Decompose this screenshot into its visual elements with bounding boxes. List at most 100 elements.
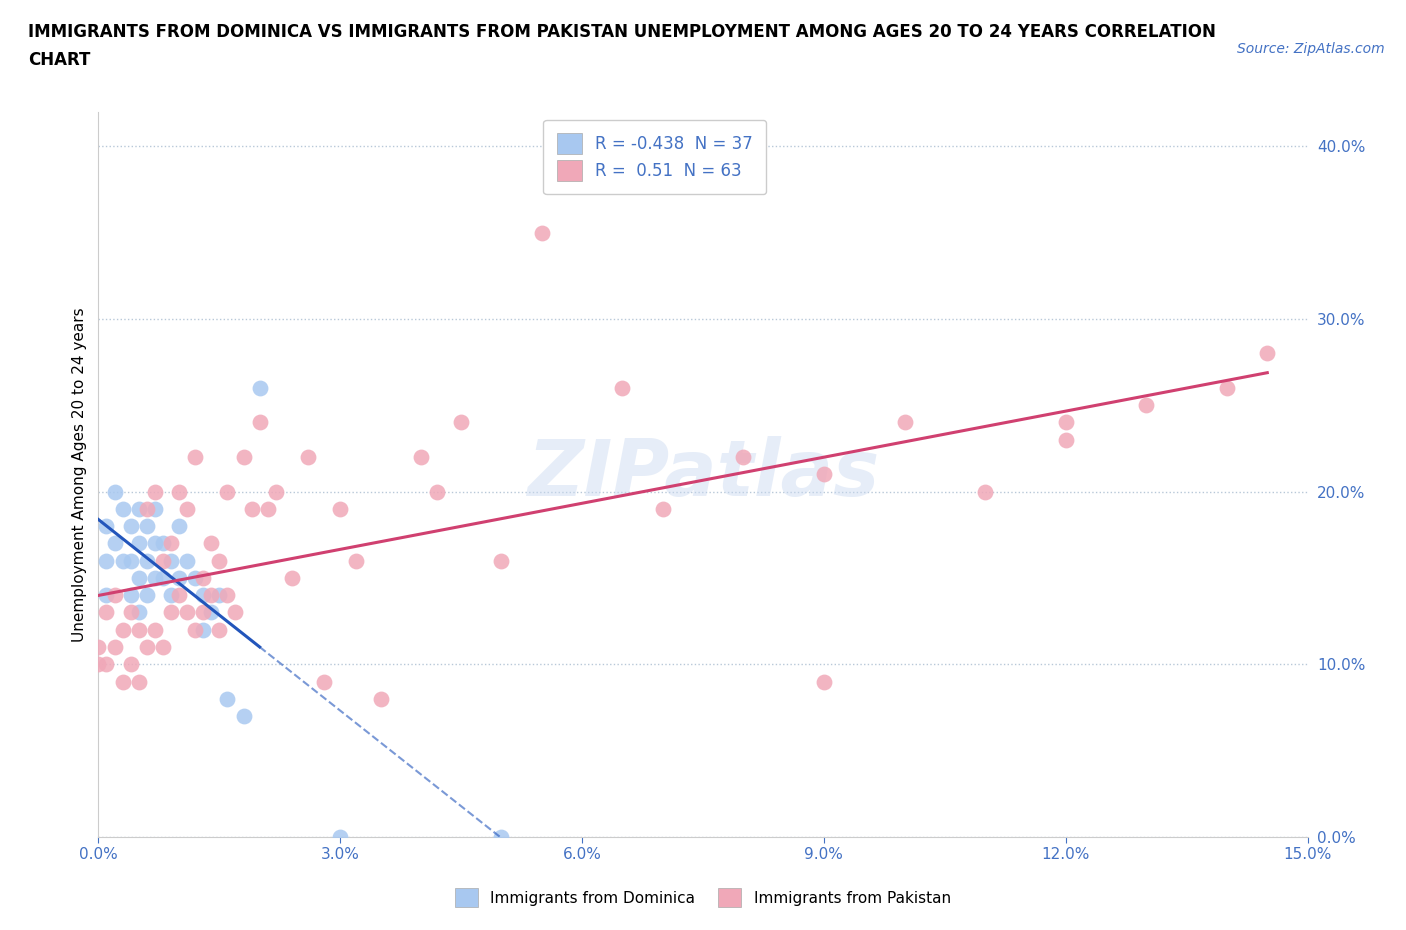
Point (208, 588, 231, 603)
Point (232, 709, 254, 724)
Y-axis label: Unemployment Among Ages 20 to 24 years: Unemployment Among Ages 20 to 24 years (72, 307, 87, 642)
Text: IMMIGRANTS FROM DOMINICA VS IMMIGRANTS FROM PAKISTAN UNEMPLOYMENT AMONG AGES 20 : IMMIGRANTS FROM DOMINICA VS IMMIGRANTS F… (28, 23, 1216, 41)
Point (651, 501, 673, 516)
Point (167, 519, 190, 534)
Point (184, 449, 207, 464)
Point (128, 622, 150, 637)
Point (281, 570, 304, 585)
Point (96, 657, 118, 671)
Point (160, 588, 183, 603)
Point (128, 674, 150, 689)
Point (143, 570, 166, 585)
Point (143, 485, 166, 499)
Point (217, 588, 239, 603)
Point (135, 588, 157, 603)
Point (135, 501, 157, 516)
Point (128, 605, 150, 620)
Point (193, 570, 215, 585)
Point (176, 501, 198, 516)
Point (1216, 380, 1239, 395)
Point (208, 622, 231, 637)
Point (160, 553, 183, 568)
Point (450, 415, 472, 430)
Point (96, 588, 118, 603)
Point (256, 501, 278, 516)
Point (87, 657, 110, 671)
Point (111, 622, 134, 637)
Point (176, 553, 198, 568)
Point (152, 536, 174, 551)
Point (152, 640, 174, 655)
Point (143, 501, 166, 516)
Point (120, 553, 142, 568)
Point (491, 553, 513, 568)
Point (152, 570, 174, 585)
Point (103, 640, 125, 655)
Point (329, 830, 352, 844)
Point (103, 536, 125, 551)
Point (111, 674, 134, 689)
Point (160, 536, 183, 551)
Text: CHART: CHART (28, 51, 90, 69)
Point (249, 380, 271, 395)
Point (103, 485, 125, 499)
Point (143, 622, 166, 637)
Point (426, 485, 449, 499)
Point (200, 588, 222, 603)
Point (329, 501, 352, 516)
Point (974, 485, 997, 499)
Point (224, 605, 246, 620)
Point (193, 622, 215, 637)
Point (176, 605, 198, 620)
Point (1054, 415, 1077, 430)
Point (96, 553, 118, 568)
Point (120, 588, 142, 603)
Point (1256, 346, 1278, 361)
Point (240, 501, 263, 516)
Point (128, 570, 150, 585)
Point (232, 449, 254, 464)
Point (120, 519, 142, 534)
Point (409, 449, 432, 464)
Point (200, 536, 222, 551)
Point (1054, 432, 1077, 447)
Point (813, 467, 835, 482)
Point (184, 622, 207, 637)
Point (1135, 398, 1157, 413)
Point (135, 640, 157, 655)
Point (111, 501, 134, 516)
Legend: R = -0.438  N = 37, R =  0.51  N = 63: R = -0.438 N = 37, R = 0.51 N = 63 (543, 120, 766, 194)
Point (128, 536, 150, 551)
Point (103, 588, 125, 603)
Point (193, 605, 215, 620)
Point (813, 674, 835, 689)
Point (249, 415, 271, 430)
Point (120, 657, 142, 671)
Point (344, 553, 367, 568)
Text: Source: ZipAtlas.com: Source: ZipAtlas.com (1237, 42, 1385, 56)
Point (297, 449, 319, 464)
Point (160, 605, 183, 620)
Point (184, 570, 207, 585)
Point (217, 485, 239, 499)
Point (217, 691, 239, 706)
Point (208, 553, 231, 568)
Point (96, 605, 118, 620)
Point (167, 485, 190, 499)
Point (111, 553, 134, 568)
Point (135, 553, 157, 568)
Point (128, 501, 150, 516)
Point (152, 553, 174, 568)
Point (530, 225, 553, 240)
Point (314, 674, 336, 689)
Legend: Immigrants from Dominica, Immigrants from Pakistan: Immigrants from Dominica, Immigrants fro… (450, 883, 956, 913)
Point (491, 830, 513, 844)
Point (135, 519, 157, 534)
Point (193, 588, 215, 603)
Point (370, 691, 392, 706)
Point (143, 536, 166, 551)
Point (264, 485, 287, 499)
Text: ZIPatlas: ZIPatlas (527, 436, 879, 512)
Point (167, 588, 190, 603)
Point (612, 380, 634, 395)
